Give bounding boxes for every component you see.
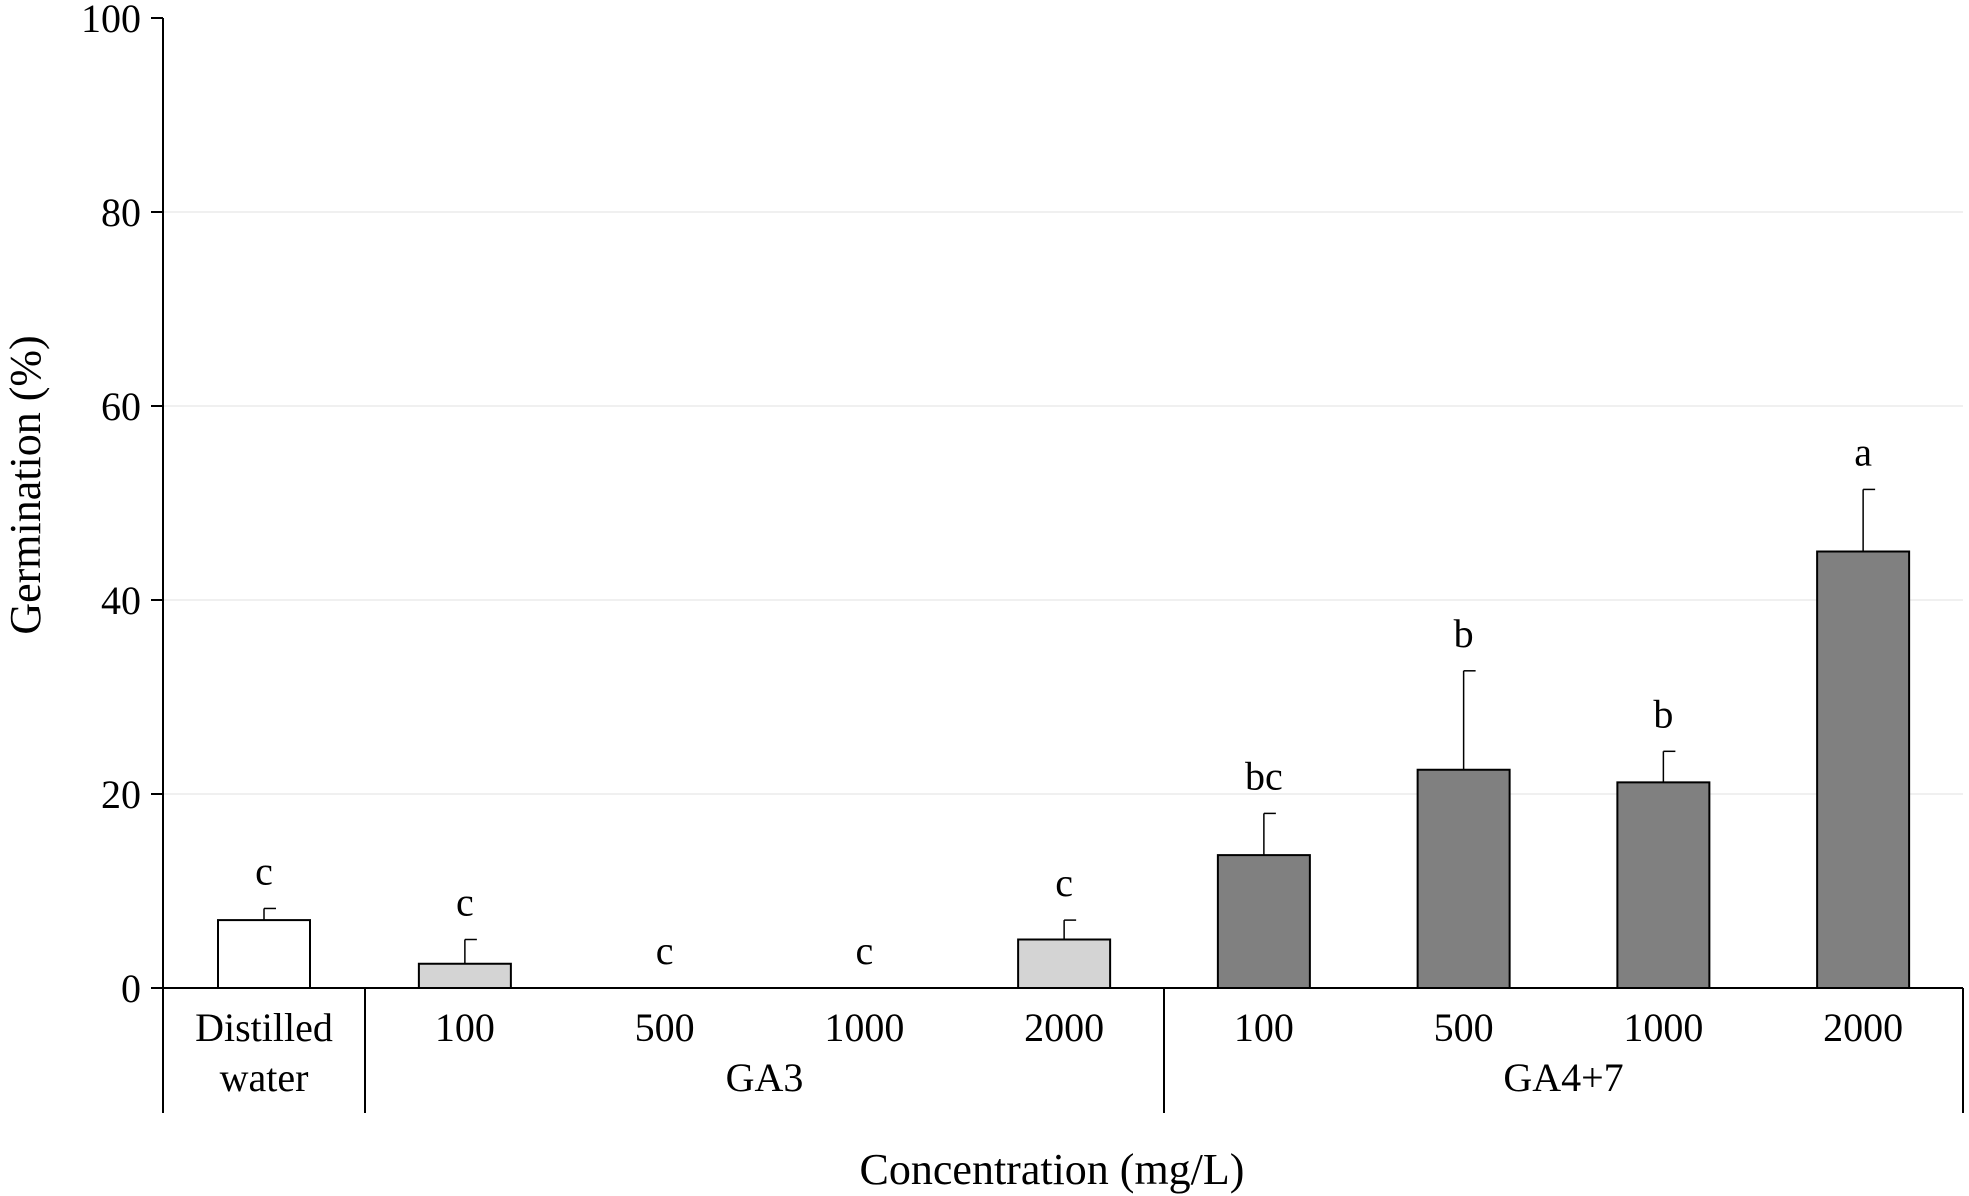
category-label-3: 1000 bbox=[824, 1005, 904, 1050]
significance-label-7: b bbox=[1653, 691, 1673, 736]
gridlines bbox=[163, 211, 1963, 795]
y-axis-title: Germination (%) bbox=[1, 335, 50, 634]
category-label-1: 100 bbox=[435, 1005, 495, 1050]
y-tick-label-20: 20 bbox=[101, 772, 141, 817]
category-label-line: water bbox=[220, 1055, 309, 1100]
category-label-5: 100 bbox=[1234, 1005, 1294, 1050]
category-label-0: Distilled water bbox=[195, 1005, 333, 1100]
error-bars bbox=[263, 488, 1876, 964]
category-label-line: 500 bbox=[635, 1005, 695, 1050]
y-tick-label-100: 100 bbox=[81, 0, 141, 41]
x-axis-title: Concentration (mg/L) bbox=[860, 1145, 1245, 1194]
bar-0 bbox=[217, 919, 311, 989]
category-label-line: 100 bbox=[435, 1005, 495, 1050]
significance-label-1: c bbox=[456, 880, 474, 925]
y-tick-label-80: 80 bbox=[101, 190, 141, 235]
category-label-line: 1000 bbox=[1623, 1005, 1703, 1050]
bar-8 bbox=[1816, 550, 1911, 989]
bar-5 bbox=[1216, 854, 1311, 989]
group-label-2: GA4+7 bbox=[1503, 1055, 1623, 1100]
category-label-6: 500 bbox=[1434, 1005, 1494, 1050]
category-label-line: Distilled bbox=[195, 1005, 333, 1050]
significance-label-8: a bbox=[1854, 429, 1872, 474]
category-label-8: 2000 bbox=[1823, 1005, 1903, 1050]
y-tick-label-40: 40 bbox=[101, 578, 141, 623]
bar-6 bbox=[1416, 768, 1511, 989]
significance-label-2: c bbox=[656, 928, 674, 973]
category-label-line: 1000 bbox=[824, 1005, 904, 1050]
bar-7 bbox=[1616, 781, 1711, 989]
significance-label-0: c bbox=[255, 848, 273, 893]
category-label-line: 2000 bbox=[1823, 1005, 1903, 1050]
bar-1 bbox=[417, 962, 512, 989]
significance-label-6: b bbox=[1454, 611, 1474, 656]
category-label-2: 500 bbox=[635, 1005, 695, 1050]
labels: 0 20 40 60 80 100 c c c c c bc b b a Distilled water 100 5… bbox=[81, 0, 1903, 1100]
group-label-1: GA3 bbox=[726, 1055, 804, 1100]
bars bbox=[217, 550, 1911, 989]
y-tick-label-0: 0 bbox=[121, 966, 141, 1011]
y-tick-label-60: 60 bbox=[101, 384, 141, 429]
category-label-4: 2000 bbox=[1024, 1005, 1104, 1050]
bar-4 bbox=[1017, 938, 1112, 989]
significance-label-4: c bbox=[1055, 860, 1073, 905]
significance-label-3: c bbox=[855, 928, 873, 973]
axes bbox=[151, 17, 1964, 1113]
category-label-line: 100 bbox=[1234, 1005, 1294, 1050]
significance-label-5: bc bbox=[1245, 753, 1283, 798]
category-label-line: 500 bbox=[1434, 1005, 1494, 1050]
category-label-line: 2000 bbox=[1024, 1005, 1104, 1050]
category-label-7: 1000 bbox=[1623, 1005, 1703, 1050]
